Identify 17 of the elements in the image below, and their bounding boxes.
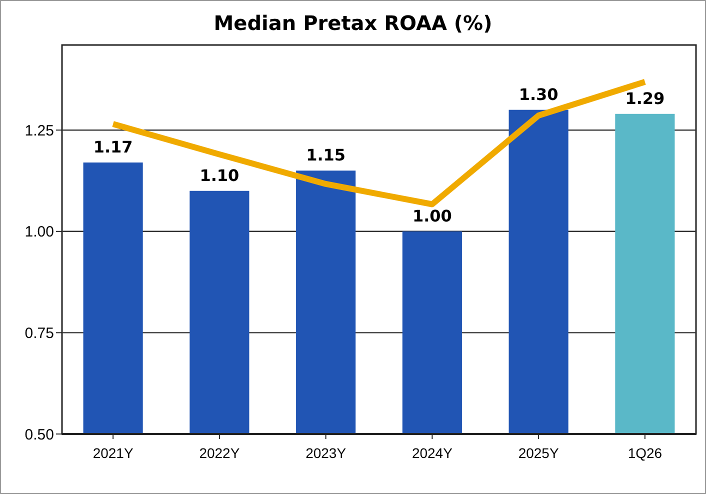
data-label: 1.00 [412, 206, 452, 226]
x-tick-label: 1Q26 [628, 445, 662, 461]
data-label: 1.15 [306, 146, 346, 165]
y-tick-label: 1.00 [24, 224, 54, 241]
y-tick-label: 1.25 [24, 122, 54, 140]
x-tick-label: 2023Y [306, 445, 347, 461]
x-tick-label: 2022Y [199, 445, 240, 461]
data-label: 1.10 [200, 166, 240, 185]
x-tick-label: 2021Y [92, 445, 134, 461]
data-label: 1.29 [625, 88, 665, 108]
y-tick-label: 0.75 [24, 324, 54, 342]
x-tick-label: 2024Y [412, 445, 454, 461]
chart-title: Median Pretax ROAA (%) [214, 11, 492, 35]
y-tick-label: 0.50 [24, 426, 54, 444]
data-label: 1.30 [518, 84, 558, 104]
data-label: 1.17 [93, 138, 133, 157]
x-tick-label: 2025Y [518, 445, 560, 461]
